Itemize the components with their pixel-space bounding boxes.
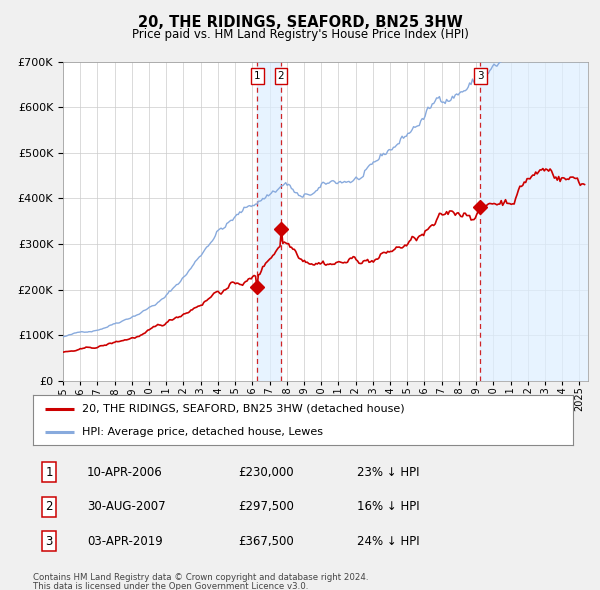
Text: £297,500: £297,500 — [238, 500, 294, 513]
Text: 10-APR-2006: 10-APR-2006 — [87, 466, 163, 478]
Bar — [257, 62, 281, 381]
Text: 1: 1 — [254, 71, 260, 81]
Text: 3: 3 — [46, 535, 53, 548]
Text: This data is licensed under the Open Government Licence v3.0.: This data is licensed under the Open Gov… — [33, 582, 308, 590]
Bar — [481, 62, 588, 381]
Text: £230,000: £230,000 — [238, 466, 294, 478]
Text: 30-AUG-2007: 30-AUG-2007 — [87, 500, 166, 513]
Text: 20, THE RIDINGS, SEAFORD, BN25 3HW (detached house): 20, THE RIDINGS, SEAFORD, BN25 3HW (deta… — [82, 404, 404, 414]
Text: 24% ↓ HPI: 24% ↓ HPI — [357, 535, 419, 548]
Text: Contains HM Land Registry data © Crown copyright and database right 2024.: Contains HM Land Registry data © Crown c… — [33, 573, 368, 582]
Text: 1: 1 — [46, 466, 53, 478]
Text: 23% ↓ HPI: 23% ↓ HPI — [357, 466, 419, 478]
Text: 03-APR-2019: 03-APR-2019 — [87, 535, 163, 548]
Text: 2: 2 — [46, 500, 53, 513]
Text: 2: 2 — [278, 71, 284, 81]
Text: 16% ↓ HPI: 16% ↓ HPI — [357, 500, 419, 513]
Text: 3: 3 — [477, 71, 484, 81]
Text: HPI: Average price, detached house, Lewes: HPI: Average price, detached house, Lewe… — [82, 427, 323, 437]
Text: 20, THE RIDINGS, SEAFORD, BN25 3HW: 20, THE RIDINGS, SEAFORD, BN25 3HW — [137, 15, 463, 30]
Text: £367,500: £367,500 — [238, 535, 294, 548]
Text: Price paid vs. HM Land Registry's House Price Index (HPI): Price paid vs. HM Land Registry's House … — [131, 28, 469, 41]
